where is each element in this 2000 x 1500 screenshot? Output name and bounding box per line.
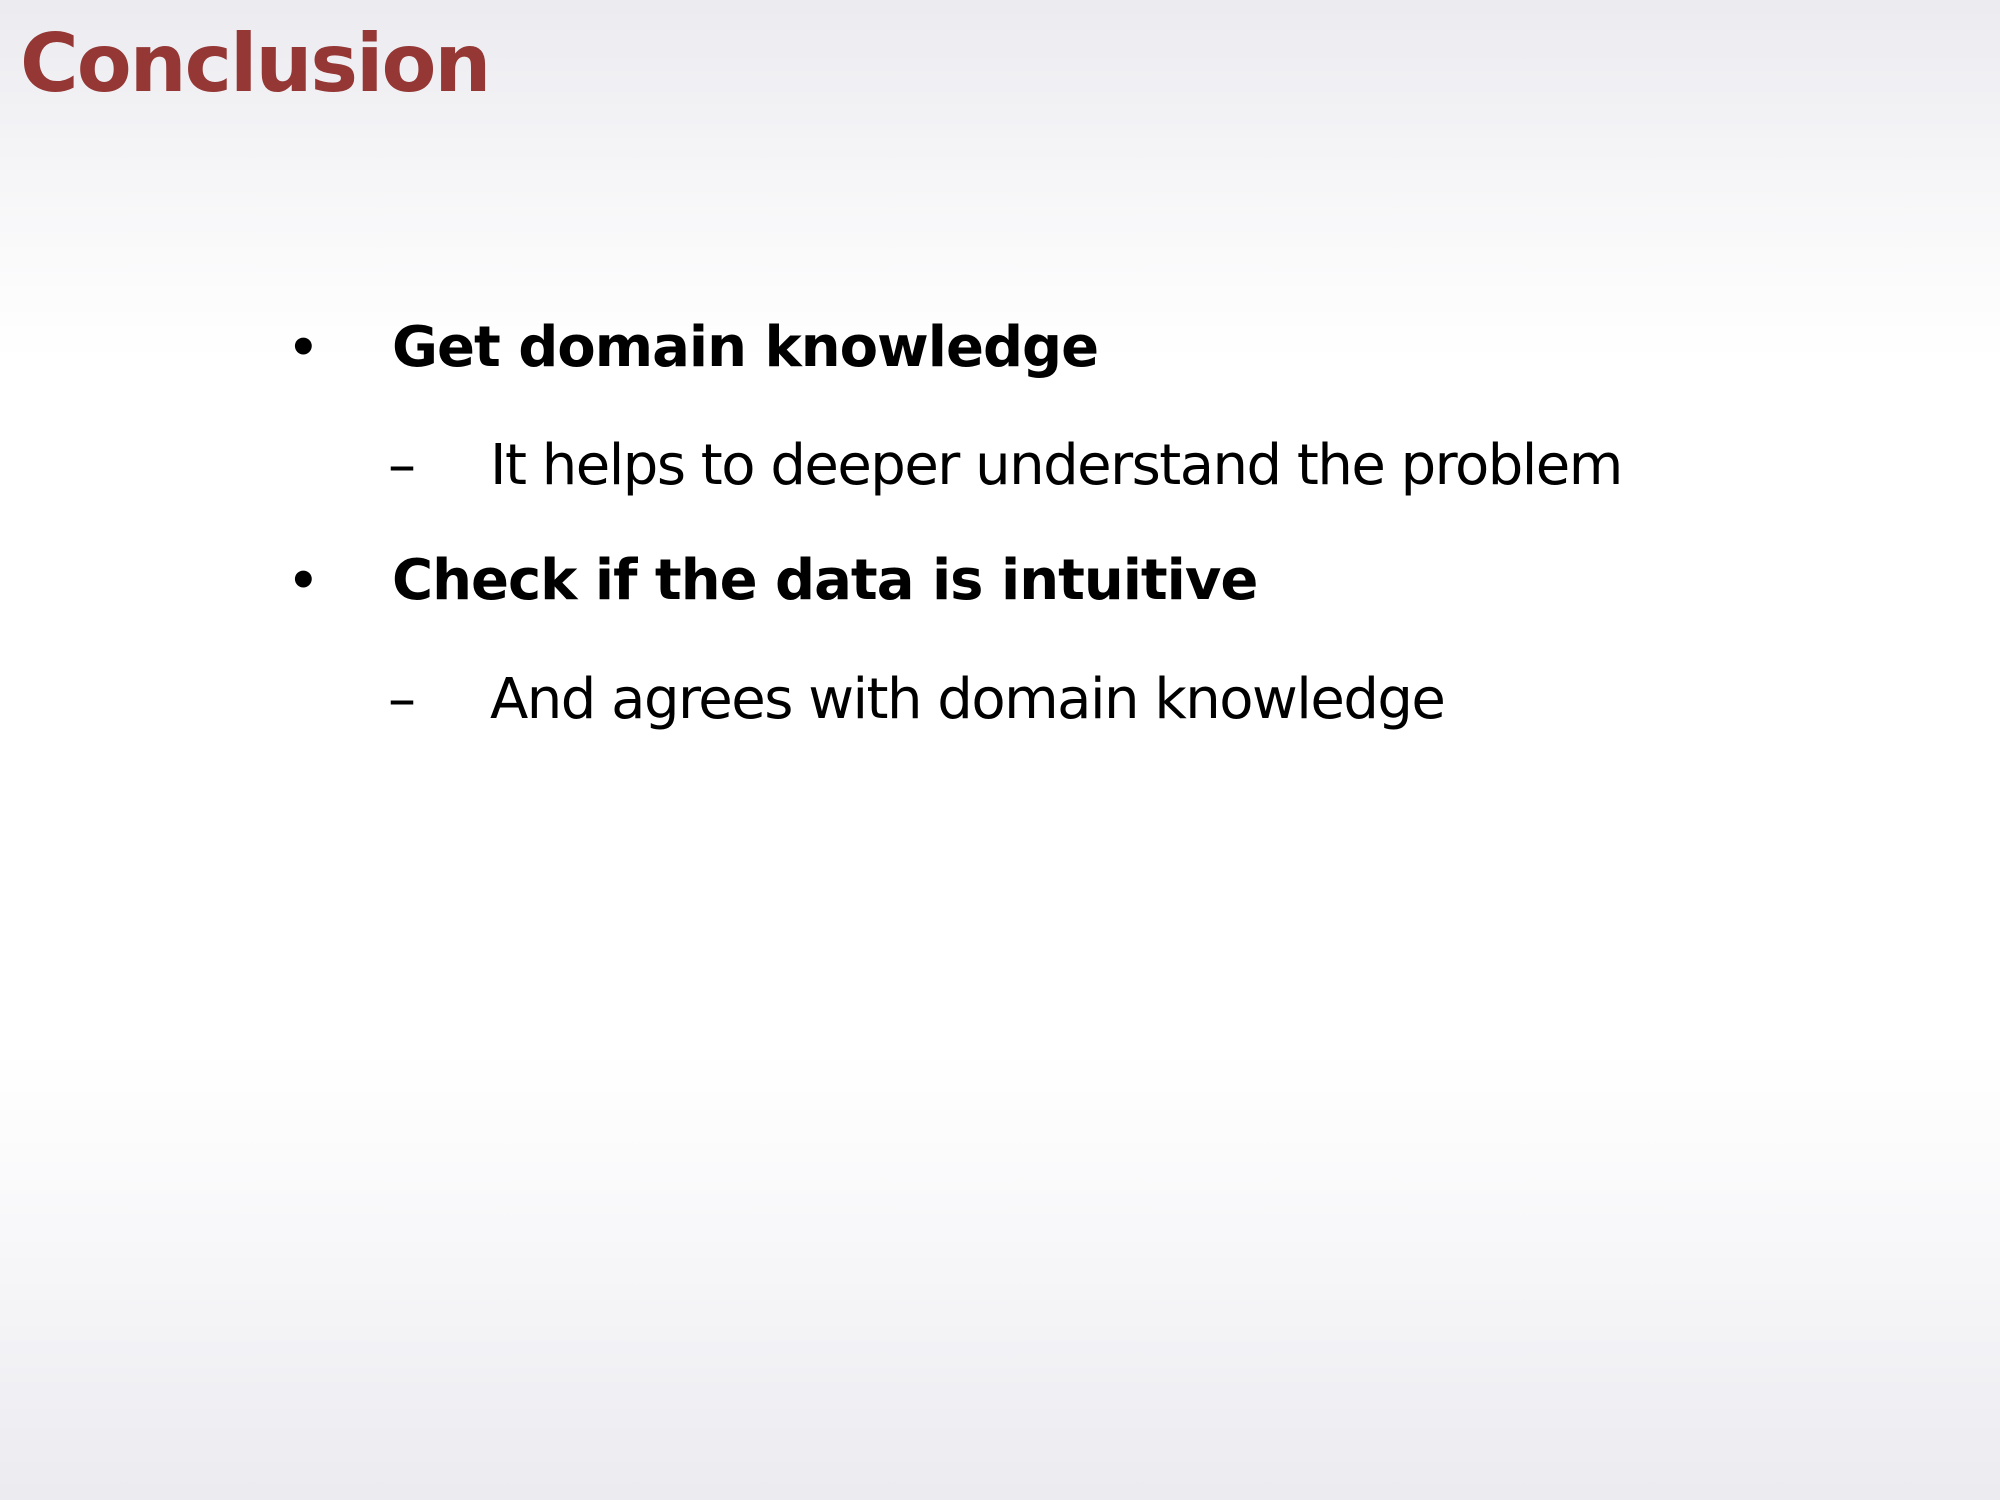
dash-marker: –: [388, 667, 416, 732]
bullet-marker: •: [288, 320, 319, 376]
bullet-marker: •: [288, 553, 319, 609]
slide-title: Conclusion: [20, 17, 491, 110]
bullet-text: Get domain knowledge: [392, 315, 1099, 380]
bullet-text: Check if the data is intuitive: [392, 548, 1258, 613]
sub-bullet-text: And agrees with domain knowledge: [490, 667, 1446, 732]
dash-marker: –: [388, 433, 416, 498]
sub-bullet-text: It helps to deeper understand the proble…: [490, 433, 1623, 498]
